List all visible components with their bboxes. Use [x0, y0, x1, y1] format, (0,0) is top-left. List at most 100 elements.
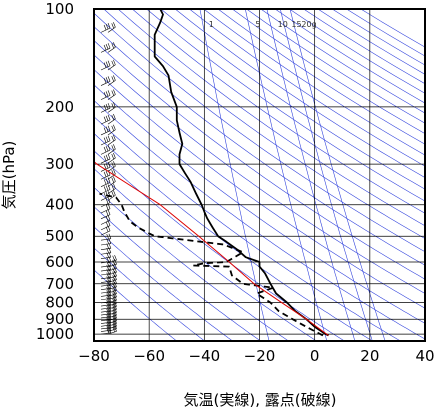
- y-tick-label: 300: [45, 155, 74, 173]
- wind-barb: [107, 59, 116, 71]
- dry-adiabat-line: [94, 150, 345, 341]
- wind-barb: [100, 283, 112, 290]
- wind-barb: [100, 272, 112, 280]
- dry-adiabat-line: [94, 168, 317, 341]
- x-tick-label: −40: [189, 347, 221, 365]
- x-tick-label: 20: [360, 347, 379, 365]
- mixing-ratio-label: 1: [209, 20, 214, 29]
- dry-adiabat-line: [94, 40, 425, 280]
- mixing-ratio-label: 5: [255, 20, 260, 29]
- wind-barb: [100, 125, 111, 136]
- x-tick-label: −20: [244, 347, 276, 365]
- dry-adiabat-line: [160, 9, 425, 190]
- dry-adiabat-line: [94, 84, 425, 324]
- wind-barb: [100, 209, 111, 220]
- wind-barb: [100, 203, 111, 214]
- mixing-ratio-label: 15: [291, 20, 301, 29]
- wind-barb: [101, 9, 102, 10]
- wind-barb: [100, 220, 111, 231]
- wind-barb: [107, 113, 116, 125]
- wind-barb: [107, 281, 117, 290]
- wind-barb: [107, 288, 117, 297]
- wind-barb: [107, 144, 116, 155]
- wind-barb: [100, 177, 111, 187]
- wind-barbs: [100, 9, 117, 335]
- wind-barb: [107, 176, 116, 187]
- mixing-ratio-line: [245, 9, 328, 341]
- mixing-ratio-lines: [199, 9, 386, 341]
- wind-barb: [107, 278, 117, 287]
- wind-barb: [100, 103, 111, 113]
- dry-adiabat-line: [117, 9, 425, 227]
- dry-adiabats: [94, 9, 425, 341]
- dry-adiabat-line: [94, 116, 401, 341]
- plot-frame: [93, 8, 426, 342]
- wind-barb: [100, 23, 111, 33]
- wind-barb: [107, 161, 116, 172]
- y-tick-label: 700: [45, 275, 74, 293]
- dry-adiabat-line: [94, 226, 233, 341]
- dry-adiabat-line: [94, 269, 177, 341]
- wind-barb: [107, 42, 116, 53]
- temperature-line: [153, 9, 329, 337]
- x-tick-label: 40: [415, 347, 434, 365]
- y-tick-label: 500: [45, 227, 74, 245]
- wind-barb: [100, 268, 112, 276]
- dry-adiabat-line: [175, 9, 425, 178]
- dry-adiabat-line: [274, 9, 425, 104]
- wind-barb: [100, 225, 111, 236]
- wind-barb: [100, 114, 111, 125]
- wind-barb: [100, 233, 112, 241]
- parcel-line: [94, 160, 329, 336]
- dry-adiabat-line: [346, 9, 425, 57]
- x-axis-title: 気温(実線), 露点(破線): [184, 391, 337, 409]
- wind-barb: [100, 43, 111, 53]
- dry-adiabat-line: [94, 26, 425, 266]
- wind-barb: [100, 215, 111, 225]
- wind-barb: [107, 124, 116, 136]
- y-tick-label: 600: [45, 253, 74, 271]
- wind-barb: [107, 263, 117, 272]
- wind-barb: [100, 276, 112, 283]
- wind-barb: [100, 76, 111, 86]
- dry-adiabat-line: [94, 100, 425, 340]
- dry-adiabat-line: [289, 9, 425, 94]
- wind-barb: [107, 255, 117, 264]
- x-tick-label: −60: [133, 347, 165, 365]
- mixing-ratio-line: [266, 9, 356, 341]
- dry-adiabat-line: [189, 9, 425, 167]
- dry-adiabat-line: [217, 9, 425, 145]
- wind-barb: [100, 286, 112, 294]
- wind-barb: [107, 274, 117, 283]
- wind-barb: [107, 152, 116, 164]
- dry-adiabat-line: [260, 9, 425, 114]
- wind-barb: [100, 289, 112, 297]
- y-tick-label: 900: [45, 310, 74, 328]
- y-tick-label: 100: [45, 0, 74, 18]
- wind-barb: [100, 135, 111, 146]
- dry-adiabat-line: [94, 247, 205, 341]
- wind-barb: [107, 267, 117, 276]
- mixing-ratio-label: 20g: [301, 20, 316, 29]
- mixing-ratio-line: [289, 9, 386, 341]
- wind-barb: [107, 270, 117, 280]
- wind-barb: [100, 153, 111, 164]
- wind-barb: [107, 183, 116, 194]
- sounding-series: [94, 9, 329, 337]
- wind-barb: [107, 295, 117, 304]
- wind-barb: [107, 291, 117, 301]
- wind-barb: [108, 9, 109, 10]
- wind-barb: [100, 197, 111, 208]
- y-axis-title: 気圧(hPa): [0, 141, 18, 210]
- wind-barb: [107, 22, 116, 33]
- dry-adiabat-line: [94, 186, 289, 341]
- y-tick-label: 200: [45, 98, 74, 116]
- grid-lines: [94, 9, 425, 341]
- wind-barb: [100, 184, 111, 195]
- x-tick-label: 0: [310, 347, 320, 365]
- x-tick-labels: −80 −60 −40 −20 0 20 40: [78, 347, 434, 365]
- wind-barb: [107, 102, 116, 113]
- dry-adiabat-line: [94, 206, 261, 341]
- dry-adiabat-line: [203, 9, 425, 156]
